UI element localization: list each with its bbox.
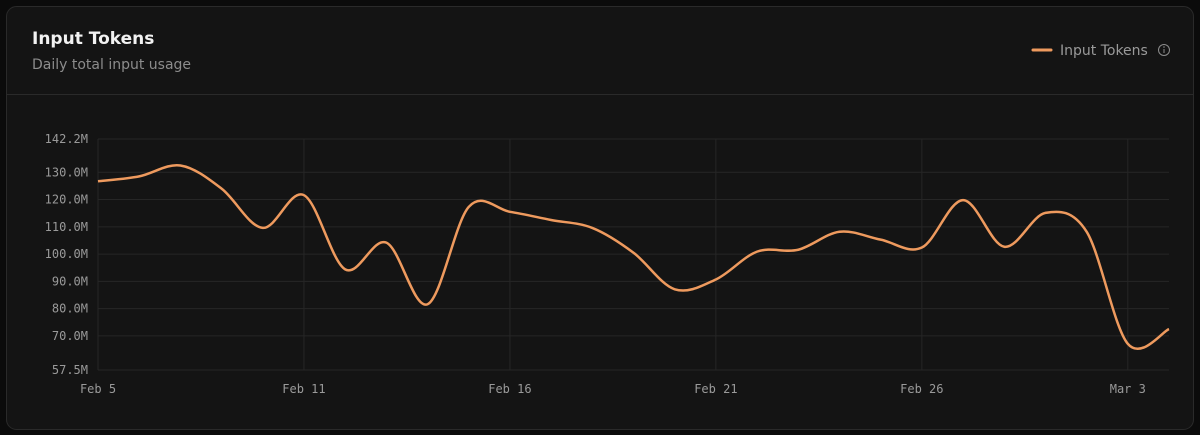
card — [6, 6, 1194, 430]
y-tick-label: 90.0M — [52, 274, 88, 288]
x-tick-label: Feb 5 — [80, 382, 116, 396]
y-tick-label: 110.0M — [45, 220, 88, 234]
info-icon[interactable] — [1158, 44, 1170, 56]
y-tick-label: 130.0M — [45, 165, 88, 179]
info-icon-dot — [1163, 46, 1165, 48]
legend: Input Tokens — [1031, 43, 1170, 59]
legend-label: Input Tokens — [1060, 43, 1148, 59]
y-tick-label: 142.2M — [45, 132, 88, 146]
chart-title: Input Tokens — [32, 29, 154, 49]
y-tick-label: 100.0M — [45, 247, 88, 261]
y-tick-label: 70.0M — [52, 329, 88, 343]
x-tick-label: Feb 16 — [488, 382, 531, 396]
y-tick-label: 120.0M — [45, 193, 88, 207]
plot-area: 57.5M 70.0M 80.0M 90.0M 100.0M 110.0M 120.0M 13… — [45, 132, 1170, 396]
chart-subtitle: Daily total input usage — [32, 57, 191, 73]
x-tick-label: Mar 3 — [1110, 382, 1146, 396]
x-tick-label: Feb 21 — [694, 382, 737, 396]
x-tick-label: Feb 11 — [282, 382, 325, 396]
series-line — [97, 163, 1170, 350]
y-tick-label: 57.5M — [52, 363, 88, 377]
y-tick-label: 80.0M — [52, 302, 88, 316]
x-tick-label: Feb 26 — [900, 382, 943, 396]
